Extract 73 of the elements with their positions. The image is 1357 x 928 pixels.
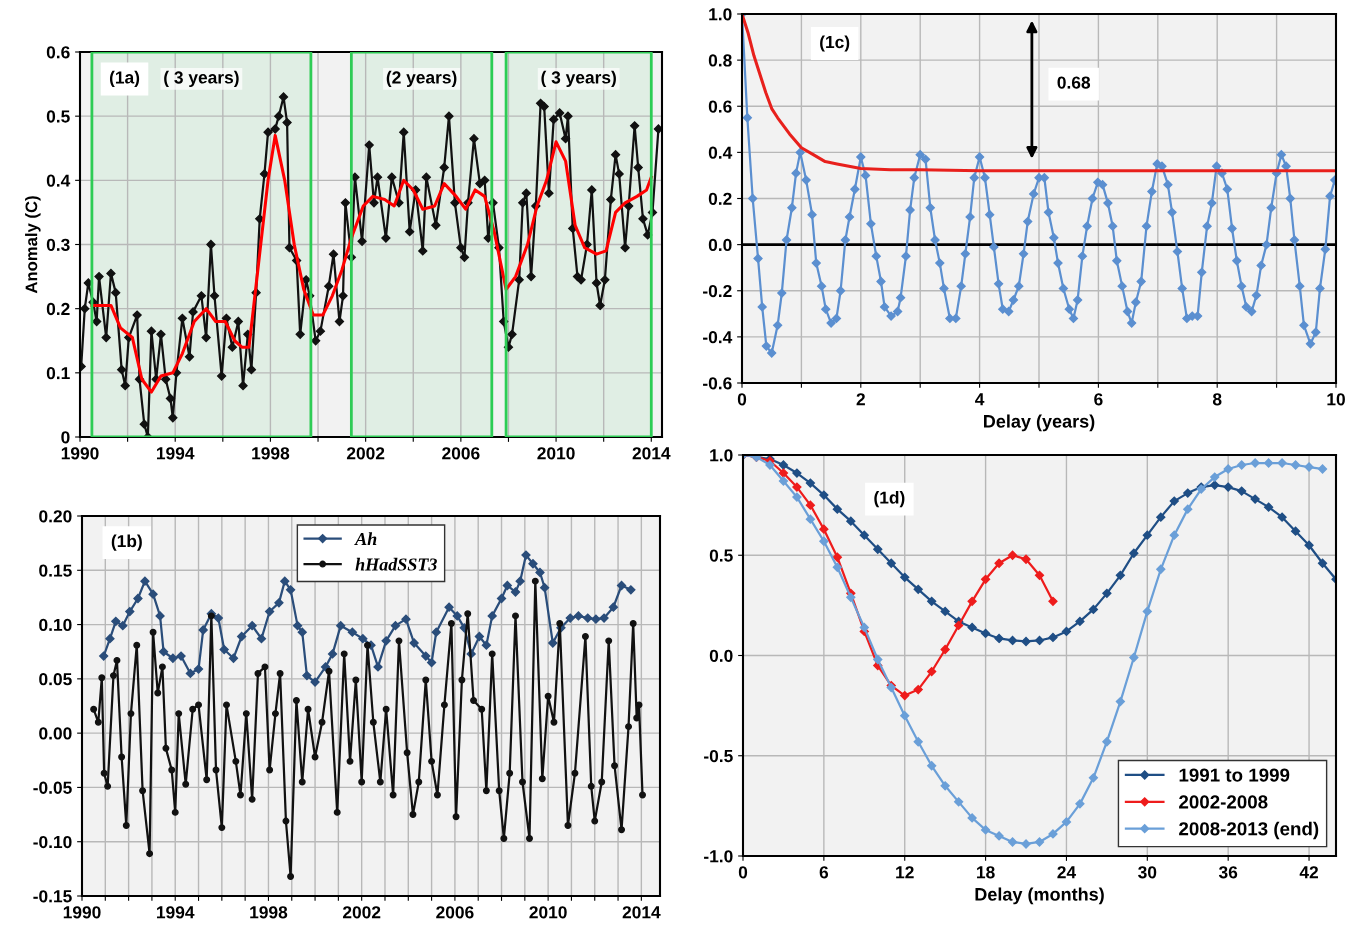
x-axis-title: Delay (months) bbox=[975, 887, 1104, 905]
y-tick-label: 0.3 bbox=[46, 238, 70, 251]
x-tick-label: 6 bbox=[819, 866, 829, 879]
y-tick-label: -0.05 bbox=[33, 781, 72, 794]
x-tick-label: 2014 bbox=[622, 906, 661, 919]
annotation: 0.68 bbox=[1057, 76, 1091, 89]
x-tick-label: 0 bbox=[738, 866, 748, 879]
y-tick-label: 0.4 bbox=[46, 174, 71, 187]
x-tick-label: 2 bbox=[856, 393, 865, 406]
x-tick-label: 4 bbox=[975, 393, 985, 406]
y-tick-label: -0.15 bbox=[33, 890, 72, 903]
band-label: ( 3 years) bbox=[164, 70, 239, 88]
y-tick-label: 0.05 bbox=[39, 673, 72, 686]
y-tick-label: 0.8 bbox=[708, 54, 732, 67]
y-tick-label: 0.0 bbox=[709, 649, 733, 662]
y-tick-label: 0.6 bbox=[708, 100, 732, 113]
annotation: (1d) bbox=[874, 491, 905, 508]
y-tick-label: 0.10 bbox=[39, 618, 72, 632]
x-tick-label: 12 bbox=[896, 866, 914, 879]
y-tick-label: -0.10 bbox=[33, 835, 72, 849]
y-tick-label: 0.5 bbox=[46, 110, 70, 123]
x-tick-label: 2006 bbox=[442, 447, 480, 460]
y-tick-label: -1.0 bbox=[704, 850, 733, 863]
x-tick-label: 1990 bbox=[63, 906, 101, 919]
y-tick-label: -0.2 bbox=[703, 284, 732, 298]
x-tick-label: 2002 bbox=[346, 447, 385, 460]
legend-label: hHadSST3 bbox=[355, 557, 437, 571]
y-tick-label: 0.2 bbox=[46, 302, 70, 316]
y-tick-label: 0.6 bbox=[46, 46, 70, 59]
y-tick-label: 0.4 bbox=[708, 146, 733, 159]
x-tick-label: 36 bbox=[1218, 866, 1238, 879]
y-tick-label: 0.2 bbox=[708, 192, 732, 205]
x-tick-label: 10 bbox=[1327, 393, 1345, 406]
x-tick-label: 2006 bbox=[436, 906, 474, 919]
x-tick-label: 1994 bbox=[157, 906, 195, 919]
annotation: (1a) bbox=[109, 70, 140, 88]
y-tick-label: 0.15 bbox=[39, 564, 72, 577]
y-tick-label: -0.6 bbox=[703, 377, 732, 390]
legend-label: 1991 to 1999 bbox=[1179, 768, 1290, 782]
y-axis-title: Anomaly (C) bbox=[25, 196, 41, 294]
y-tick-label: 1.0 bbox=[710, 449, 733, 462]
y-tick-label: 1.0 bbox=[709, 8, 732, 21]
x-tick-label: 2010 bbox=[537, 447, 575, 460]
y-tick-label: -0.5 bbox=[704, 749, 733, 763]
legend-label: Ah bbox=[354, 532, 377, 545]
legend-label: 2008-2013 (end) bbox=[1179, 821, 1319, 840]
y-tick-label: 0.0 bbox=[708, 238, 732, 252]
x-tick-label: 1998 bbox=[250, 906, 288, 919]
band-label: (2 years) bbox=[386, 70, 457, 88]
annotation: (1b) bbox=[111, 534, 142, 551]
legend-label: 2002-2008 bbox=[1179, 795, 1268, 809]
x-tick-label: 24 bbox=[1057, 866, 1077, 879]
x-tick-label: 1998 bbox=[252, 447, 290, 460]
x-tick-label: 1990 bbox=[61, 447, 99, 460]
y-tick-label: 0.5 bbox=[709, 549, 733, 562]
x-tick-label: 2014 bbox=[632, 447, 671, 460]
x-tick-label: 18 bbox=[977, 866, 995, 879]
y-tick-label: 0.00 bbox=[39, 727, 72, 740]
band-label: ( 3 years) bbox=[541, 70, 616, 88]
x-tick-label: 6 bbox=[1094, 393, 1103, 406]
x-tick-label: 30 bbox=[1138, 866, 1157, 879]
x-axis-title: Delay (years) bbox=[984, 414, 1095, 432]
y-tick-label: 0.20 bbox=[39, 510, 72, 523]
x-tick-label: 8 bbox=[1212, 393, 1222, 406]
y-tick-label: -0.4 bbox=[703, 331, 733, 344]
x-tick-label: 0 bbox=[737, 393, 747, 406]
x-tick-label: 2002 bbox=[342, 906, 381, 919]
annotation: (1c) bbox=[820, 35, 850, 52]
y-tick-label: 0 bbox=[61, 431, 70, 444]
x-tick-label: 1994 bbox=[157, 447, 195, 460]
y-tick-label: 0.1 bbox=[46, 367, 70, 380]
x-tick-label: 42 bbox=[1299, 866, 1319, 879]
x-tick-label: 2010 bbox=[529, 906, 567, 919]
